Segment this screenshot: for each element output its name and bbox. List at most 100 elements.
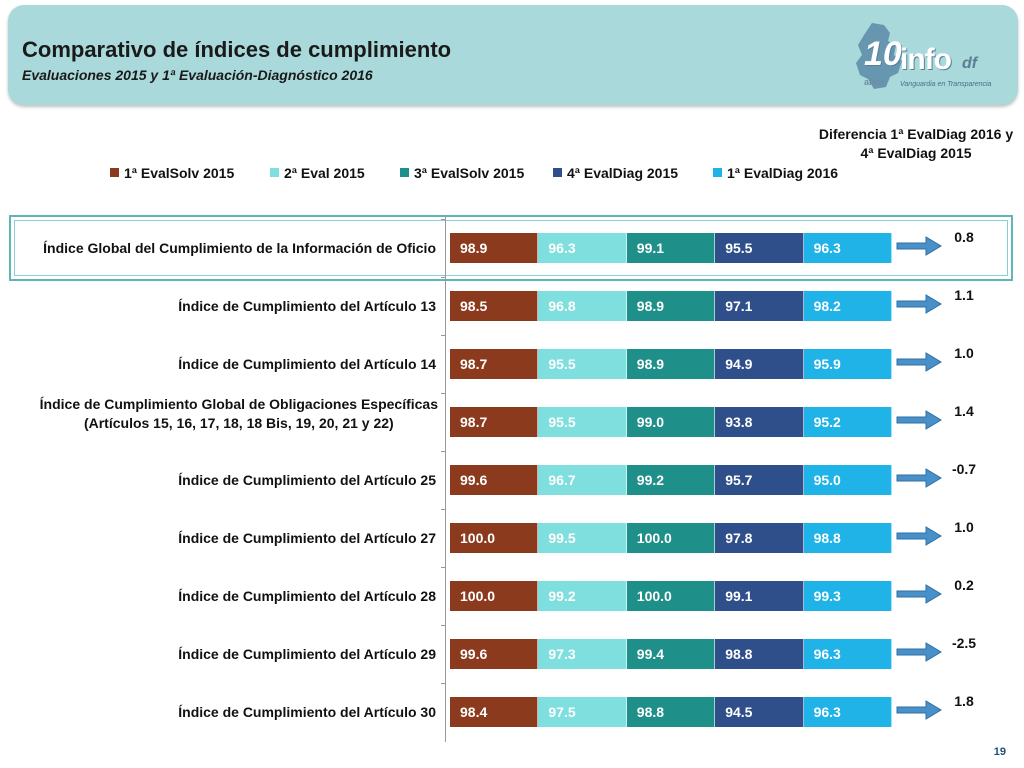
bar-segment: 95.5: [538, 349, 627, 379]
difference-value: 0.8: [954, 229, 974, 245]
legend-item: 4ª EvalDiag 2015: [553, 165, 678, 181]
arrow-right-icon: [896, 642, 942, 662]
bar-segment: 100.0: [450, 581, 539, 611]
bar-segment: 97.8: [715, 523, 804, 553]
bar-segment: 99.2: [538, 581, 627, 611]
bar-segment: 94.9: [715, 349, 804, 379]
highlight-frame: [9, 215, 1013, 281]
bar-segment: 99.6: [450, 639, 539, 669]
legend-label: 1ª EvalSolv 2015: [124, 165, 235, 181]
difference-value: 1.0: [954, 345, 974, 361]
logo-suffix: df: [962, 55, 978, 72]
arrow-right-icon: [896, 352, 942, 372]
bar-segment: 98.8: [715, 639, 804, 669]
bar-segment: 95.7: [715, 465, 804, 495]
arrow-right-icon: [896, 584, 942, 604]
difference-value: -0.7: [951, 461, 977, 477]
infodf-logo: 10 años info df Vanguardia en Transparen…: [850, 15, 1000, 99]
arrow-right-icon: [896, 410, 942, 430]
bar-segment: 99.1: [626, 233, 716, 263]
category-label-line: (Artículos 15, 16, 17, 18, 18 Bis, 19, 2…: [83, 415, 394, 431]
bar-segment: 94.5: [715, 697, 804, 727]
bar-segment: 95.0: [803, 465, 892, 495]
bar-segment: 95.2: [803, 407, 892, 437]
bar-segment: 98.8: [803, 523, 892, 553]
bar-segment: 96.7: [538, 465, 627, 495]
legend-item: 1ª EvalDiag 2016: [713, 165, 838, 181]
bar-segment: 98.7: [450, 407, 539, 437]
map-silhouette-icon: [856, 23, 902, 89]
title-banner: Comparativo de índices de cumplimiento E…: [8, 5, 1018, 105]
logo-anos: años: [864, 77, 886, 87]
legend-swatch: [400, 168, 409, 177]
arrow-right-icon: [896, 526, 942, 546]
bar-segment: 96.3: [538, 233, 627, 263]
category-label: Índice de Cumplimiento del Artículo 14: [178, 356, 436, 372]
bar-segment: 100.0: [626, 523, 716, 553]
bar-segment: 97.3: [538, 639, 627, 669]
category-label-line: Índice de Cumplimiento Global de Obligac…: [39, 396, 438, 412]
difference-value: 1.4: [954, 403, 974, 419]
bar-segment: 98.8: [626, 697, 716, 727]
difference-column-header: Diferencia 1ª EvalDiag 2016 y 4ª EvalDia…: [818, 126, 1014, 161]
legend-item: 1ª EvalSolv 2015: [110, 165, 234, 181]
bar-segment: 100.0: [450, 523, 539, 553]
arrow-right-icon: [896, 294, 942, 314]
page-subtitle: Evaluaciones 2015 y 1ª Evaluación-Diagnó…: [22, 67, 373, 83]
axis-tick: [441, 509, 446, 510]
page-title: Comparativo de índices de cumplimiento: [22, 37, 452, 62]
bar-segment: 96.3: [803, 233, 892, 263]
difference-value: 1.8: [954, 693, 974, 709]
bar-segment: 98.9: [626, 291, 716, 321]
axis-tick: [441, 683, 446, 684]
bar-segment: 98.2: [803, 291, 892, 321]
difference-value: 0.2: [954, 577, 974, 593]
bar-segment: 99.2: [626, 465, 716, 495]
category-axis: [445, 215, 446, 742]
bar-segment: 98.7: [450, 349, 539, 379]
legend-item: 2ª Eval 2015: [270, 165, 365, 181]
bar-segment: 97.5: [538, 697, 627, 727]
axis-tick: [441, 625, 446, 626]
bar-segment: 95.5: [715, 233, 804, 263]
category-label: Índice de Cumplimiento del Artículo 29: [178, 646, 436, 662]
arrow-right-icon: [896, 468, 942, 488]
bar-segment: 99.3: [803, 581, 892, 611]
difference-value: -2.5: [951, 635, 977, 651]
bar-segment: 99.4: [626, 639, 716, 669]
bar-segment: 98.9: [626, 349, 716, 379]
bar-segment: 98.5: [450, 291, 539, 321]
bar-segment: 97.1: [715, 291, 804, 321]
bar-segment: 96.3: [803, 697, 892, 727]
axis-tick: [441, 567, 446, 568]
category-label: Índice de Cumplimiento del Artículo 25: [178, 472, 436, 488]
bar-segment: 95.9: [803, 349, 892, 379]
legend-item: 3ª EvalSolv 2015: [400, 165, 524, 181]
difference-value: 1.0: [954, 519, 974, 535]
axis-tick: [441, 451, 446, 452]
logo-number: 10: [864, 35, 902, 73]
legend-label: 4ª EvalDiag 2015: [567, 165, 679, 181]
legend-label: 1ª EvalDiag 2016: [727, 165, 839, 181]
category-label: Índice de Cumplimiento del Artículo 13: [178, 298, 436, 314]
bar-segment: 93.8: [715, 407, 804, 437]
logo-brand: info: [900, 43, 952, 76]
bar-segment: 99.0: [626, 407, 716, 437]
arrow-right-icon: [896, 700, 942, 720]
bar-segment: 100.0: [626, 581, 716, 611]
legend-swatch: [713, 168, 722, 177]
category-label: Índice de Cumplimiento del Artículo 30: [178, 704, 436, 720]
legend-label: 3ª EvalSolv 2015: [414, 165, 525, 181]
arrow-right-icon: [896, 236, 942, 256]
bar-segment: 95.5: [538, 407, 627, 437]
axis-tick: [441, 335, 446, 336]
bar-segment: 98.9: [450, 233, 539, 263]
bar-segment: 96.8: [538, 291, 627, 321]
legend-label: 2ª Eval 2015: [284, 165, 365, 181]
category-label: Índice de Cumplimiento del Artículo 27: [178, 530, 436, 546]
bar-segment: 99.6: [450, 465, 539, 495]
legend-swatch: [270, 168, 279, 177]
category-label: Índice de Cumplimiento del Artículo 28: [178, 588, 436, 604]
bar-segment: 99.1: [715, 581, 804, 611]
category-label: Índice Global del Cumplimiento de la Inf…: [43, 240, 436, 256]
